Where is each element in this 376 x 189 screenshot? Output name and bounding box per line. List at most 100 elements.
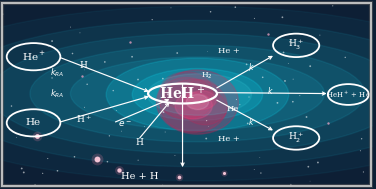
- Text: He: He: [227, 105, 239, 113]
- Point: [149, 18, 155, 21]
- Point: [247, 69, 253, 72]
- Ellipse shape: [182, 79, 220, 110]
- Point: [127, 40, 133, 43]
- Point: [307, 65, 313, 68]
- Point: [285, 62, 291, 65]
- Point: [203, 119, 209, 122]
- Point: [116, 169, 122, 172]
- Point: [359, 137, 365, 140]
- Point: [141, 125, 147, 128]
- Point: [265, 33, 271, 36]
- Text: $k$: $k$: [248, 116, 255, 127]
- Ellipse shape: [186, 91, 216, 110]
- Point: [279, 16, 285, 19]
- Point: [274, 101, 280, 104]
- Point: [113, 109, 119, 112]
- Point: [71, 155, 77, 158]
- Point: [160, 183, 166, 186]
- Point: [245, 122, 251, 125]
- Point: [94, 157, 100, 160]
- Point: [13, 136, 19, 139]
- Ellipse shape: [70, 57, 324, 130]
- Text: He +: He +: [218, 47, 240, 55]
- Point: [252, 17, 258, 20]
- Point: [55, 169, 61, 172]
- Point: [32, 183, 38, 186]
- Ellipse shape: [106, 58, 289, 131]
- Point: [82, 68, 88, 71]
- Point: [290, 100, 296, 103]
- Point: [209, 96, 215, 99]
- Point: [0, 13, 6, 16]
- Ellipse shape: [175, 93, 212, 119]
- Point: [70, 52, 76, 55]
- Point: [330, 4, 336, 7]
- Point: [19, 167, 25, 170]
- Text: H$_3^+$: H$_3^+$: [288, 38, 304, 53]
- Point: [82, 106, 88, 109]
- Text: HeH$^+$: HeH$^+$: [159, 85, 206, 102]
- Point: [162, 130, 168, 133]
- Text: $e^-$: $e^-$: [118, 119, 132, 129]
- Point: [21, 171, 27, 174]
- Point: [9, 105, 15, 108]
- Point: [317, 34, 323, 37]
- Text: H$_2^+$: H$_2^+$: [288, 131, 304, 145]
- Point: [129, 55, 135, 58]
- Text: He: He: [26, 118, 41, 127]
- Ellipse shape: [182, 91, 227, 125]
- Text: He +: He +: [218, 135, 240, 143]
- Point: [116, 169, 122, 172]
- Ellipse shape: [186, 94, 209, 110]
- Text: He + H: He + H: [121, 172, 158, 181]
- Point: [257, 156, 263, 159]
- Point: [39, 172, 45, 175]
- Text: H$_2$: H$_2$: [201, 70, 212, 81]
- Point: [135, 78, 141, 81]
- Point: [220, 171, 226, 174]
- Point: [34, 135, 40, 138]
- Text: H: H: [80, 61, 88, 70]
- Point: [34, 135, 40, 138]
- Ellipse shape: [30, 45, 365, 142]
- Point: [172, 154, 178, 157]
- Point: [289, 42, 295, 45]
- Point: [135, 159, 141, 162]
- Point: [161, 111, 167, 114]
- Point: [280, 51, 287, 54]
- Point: [45, 157, 51, 160]
- Text: $k_{RA}$: $k_{RA}$: [50, 87, 65, 100]
- Ellipse shape: [158, 77, 214, 119]
- Point: [105, 160, 111, 163]
- Point: [237, 103, 243, 106]
- Point: [49, 40, 55, 43]
- Point: [342, 56, 348, 59]
- Point: [84, 83, 90, 86]
- Point: [173, 95, 179, 98]
- Ellipse shape: [156, 70, 238, 134]
- Point: [315, 161, 321, 164]
- Point: [287, 40, 293, 43]
- Point: [232, 6, 238, 9]
- Point: [208, 10, 214, 13]
- Point: [305, 165, 311, 168]
- Point: [94, 157, 100, 160]
- Text: $k$: $k$: [248, 61, 255, 72]
- Point: [205, 125, 211, 128]
- Point: [290, 78, 296, 81]
- Point: [68, 26, 74, 29]
- Point: [49, 76, 55, 79]
- Point: [203, 137, 209, 140]
- Point: [297, 94, 303, 97]
- Point: [233, 98, 240, 101]
- Point: [106, 134, 112, 137]
- Point: [168, 6, 174, 9]
- Point: [258, 172, 264, 175]
- Point: [244, 63, 250, 66]
- Point: [358, 149, 364, 152]
- Point: [174, 52, 180, 55]
- Point: [102, 60, 108, 64]
- Point: [165, 93, 171, 96]
- Point: [303, 115, 309, 119]
- Point: [171, 103, 177, 106]
